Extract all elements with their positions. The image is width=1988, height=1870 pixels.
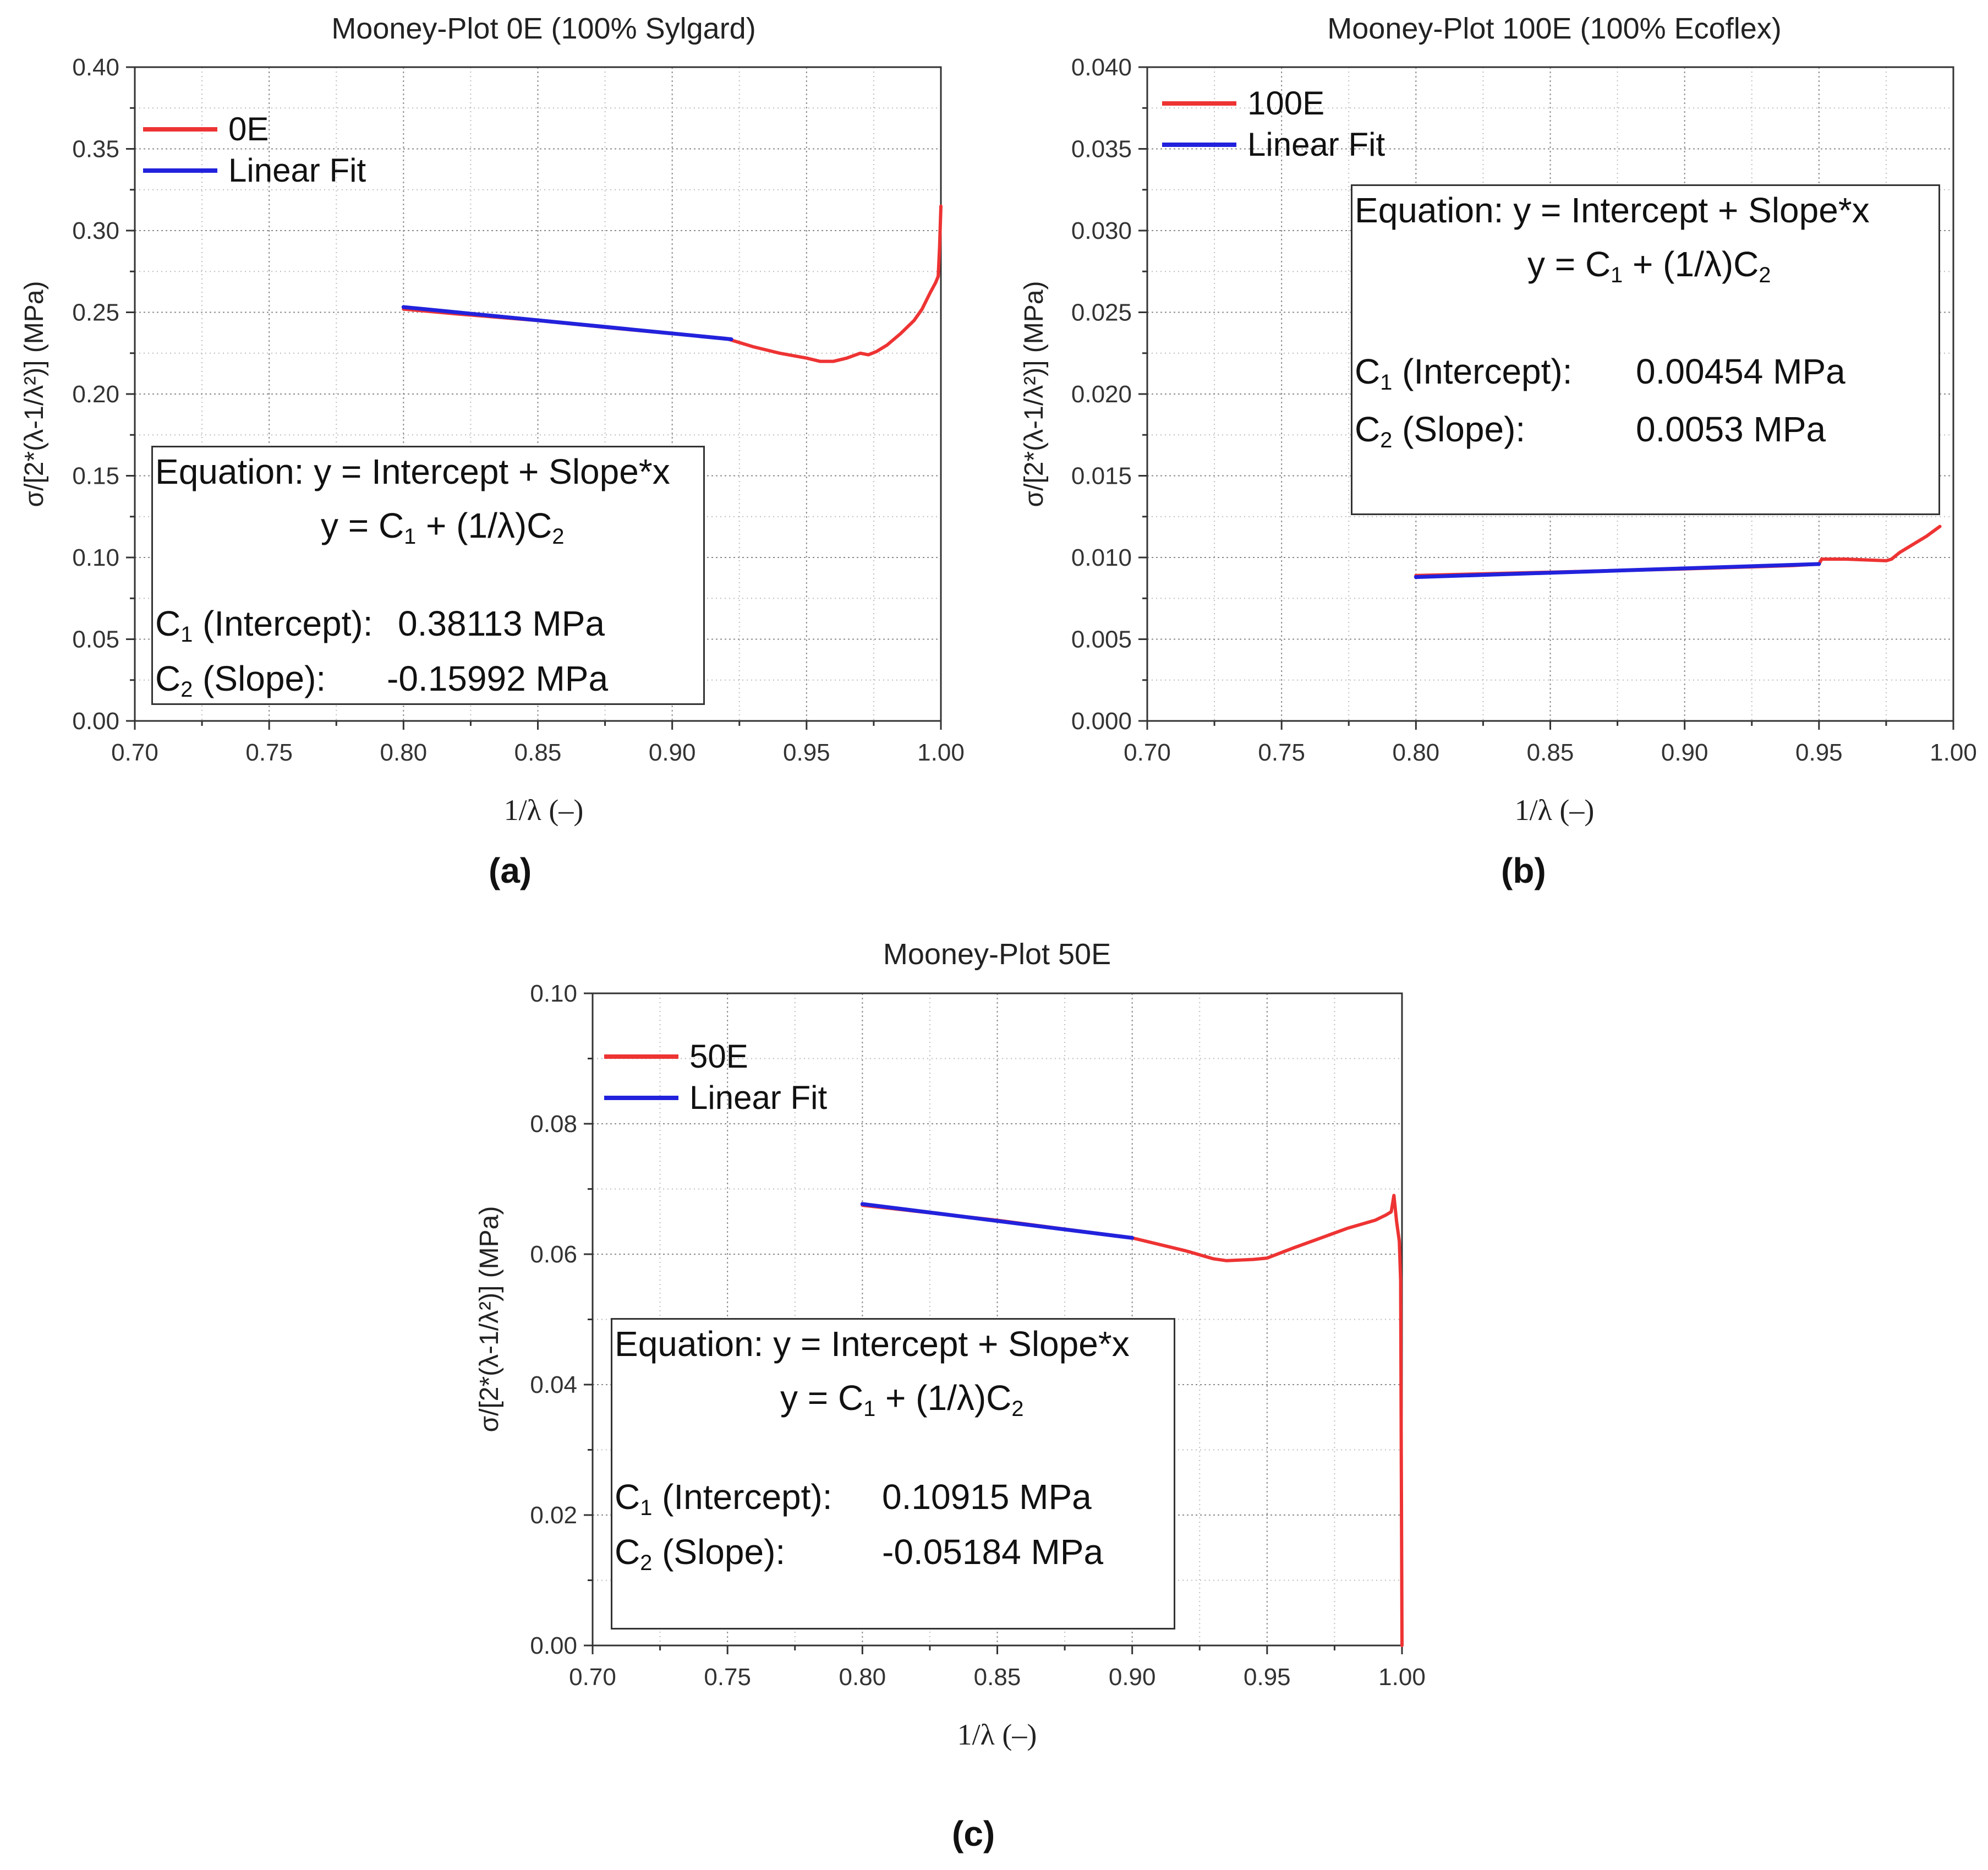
y-tick-label: 0.05 bbox=[72, 626, 119, 653]
chart-a: 0.70 0.75 0.80 0.85 0.90 0.95 1.00 0.00 0.05 0.10… bbox=[20, 12, 965, 827]
series-line-fit bbox=[1414, 562, 1821, 579]
x-tick-label: 0.95 bbox=[1795, 739, 1843, 766]
y-tick-label: 0.000 bbox=[1071, 708, 1132, 735]
x-tick-label: 0.85 bbox=[1527, 739, 1574, 766]
legend-label: Linear Fit bbox=[1247, 126, 1385, 163]
y-tick-label: 0.00 bbox=[72, 708, 119, 735]
y-axis-label: σ/[2*(λ-1/λ²)] (MPa) bbox=[475, 1206, 504, 1432]
x-tick-label: 0.80 bbox=[839, 1664, 886, 1691]
x-tick-label: 0.85 bbox=[514, 739, 562, 766]
x-tick-label: 0.90 bbox=[1661, 739, 1708, 766]
x-tick-label: 0.85 bbox=[974, 1664, 1021, 1691]
c1-value: 0.10915 MPa bbox=[882, 1477, 1092, 1517]
c2-label: C2 (Slope): bbox=[615, 1532, 786, 1576]
c1-label: C1 (Intercept): bbox=[155, 604, 373, 647]
y-tick-label: 0.10 bbox=[72, 544, 119, 571]
chart-title: Mooney-Plot 50E bbox=[883, 938, 1111, 971]
x-tick-label: 1.00 bbox=[917, 739, 965, 766]
x-tick-label: 0.95 bbox=[783, 739, 830, 766]
y-tick-label: 0.010 bbox=[1071, 544, 1132, 571]
legend-label: 100E bbox=[1247, 85, 1324, 122]
x-tick-label: 0.80 bbox=[380, 739, 428, 766]
equation-box-a: Equation: y = Intercept + Slope*x y = C1… bbox=[151, 446, 705, 705]
x-tick-label: 1.00 bbox=[1378, 1664, 1426, 1691]
y-tick-label: 0.035 bbox=[1071, 136, 1132, 163]
c2-label: C2 (Slope): bbox=[1355, 409, 1526, 453]
chart-title: Mooney-Plot 0E (100% Sylgard) bbox=[331, 12, 755, 45]
y-tick-label: 0.020 bbox=[1071, 381, 1132, 408]
y-tick-label: 0.030 bbox=[1071, 217, 1132, 244]
c2-label: C2 (Slope): bbox=[155, 659, 326, 702]
c1-label: C1 (Intercept): bbox=[1355, 352, 1573, 395]
equation-box-b: Equation: y = Intercept + Slope*x y = C1… bbox=[1351, 184, 1940, 515]
x-tick-label: 0.70 bbox=[1124, 739, 1171, 766]
c2-value: -0.05184 MPa bbox=[882, 1532, 1104, 1572]
y-tick-label: 0.40 bbox=[72, 54, 119, 81]
legend-label: Linear Fit bbox=[228, 152, 366, 189]
y-tick-label: 0.20 bbox=[72, 381, 119, 408]
series-line-fit bbox=[401, 305, 733, 341]
c2-value: 0.0053 MPa bbox=[1636, 409, 1826, 449]
plot-frame bbox=[1146, 66, 1954, 722]
c1-label: C1 (Intercept): bbox=[615, 1477, 833, 1521]
plot-frame bbox=[134, 66, 942, 722]
equation-box-c: Equation: y = Intercept + Slope*x y = C1… bbox=[611, 1318, 1175, 1630]
model-line: y = C1 + (1/λ)C2 bbox=[780, 1378, 1024, 1421]
chart-b: 0.70 0.75 0.80 0.85 0.90 0.95 1.00 0.000 0.005 0.… bbox=[1020, 12, 1977, 827]
x-tick-label: 0.75 bbox=[1258, 739, 1305, 766]
series-line-data bbox=[861, 1194, 1404, 1647]
x-tick-label: 0.70 bbox=[569, 1664, 616, 1691]
c1-value: 0.00454 MPa bbox=[1636, 352, 1845, 391]
panel-label-c: (c) bbox=[952, 1814, 995, 1853]
y-tick-label: 0.25 bbox=[72, 299, 119, 326]
y-tick-label: 0.00 bbox=[530, 1632, 577, 1659]
x-tick-label: 0.75 bbox=[704, 1664, 751, 1691]
c2-value: -0.15992 MPa bbox=[387, 659, 609, 698]
equation-line: Equation: y = Intercept + Slope*x bbox=[615, 1324, 1130, 1364]
y-tick-label: 0.15 bbox=[72, 463, 119, 490]
y-tick-label: 0.08 bbox=[530, 1111, 577, 1138]
c1-value: 0.38113 MPa bbox=[398, 604, 605, 643]
x-tick-label: 0.80 bbox=[1393, 739, 1440, 766]
x-tick-label: 0.75 bbox=[245, 739, 293, 766]
legend-label: Linear Fit bbox=[689, 1079, 827, 1116]
x-tick-label: 0.70 bbox=[111, 739, 158, 766]
x-tick-label: 0.90 bbox=[1109, 1664, 1156, 1691]
y-tick-label: 0.30 bbox=[72, 217, 119, 244]
y-tick-label: 0.10 bbox=[530, 980, 577, 1007]
y-tick-label: 0.025 bbox=[1071, 299, 1132, 326]
panel-label-a: (a) bbox=[489, 851, 532, 890]
y-tick-label: 0.005 bbox=[1071, 626, 1132, 653]
equation-line: Equation: y = Intercept + Slope*x bbox=[155, 452, 670, 491]
x-axis-label: 1/λ (–) bbox=[957, 1718, 1037, 1751]
x-tick-label: 0.90 bbox=[649, 739, 696, 766]
legend-label: 50E bbox=[689, 1038, 748, 1075]
y-tick-label: 0.04 bbox=[530, 1371, 577, 1398]
y-tick-label: 0.015 bbox=[1071, 463, 1132, 490]
y-tick-label: 0.02 bbox=[530, 1502, 577, 1529]
series-line-fit bbox=[860, 1202, 1135, 1240]
x-tick-label: 0.95 bbox=[1244, 1664, 1291, 1691]
panel-label-b: (b) bbox=[1501, 851, 1546, 890]
y-tick-label: 0.06 bbox=[530, 1241, 577, 1268]
model-line: y = C1 + (1/λ)C2 bbox=[1527, 244, 1771, 288]
x-axis-label: 1/λ (–) bbox=[504, 794, 584, 827]
y-axis-label: σ/[2*(λ-1/λ²)] (MPa) bbox=[20, 281, 49, 507]
y-tick-label: 0.35 bbox=[72, 136, 119, 163]
model-line: y = C1 + (1/λ)C2 bbox=[321, 506, 565, 549]
y-axis-label: σ/[2*(λ-1/λ²)] (MPa) bbox=[1020, 281, 1049, 507]
x-tick-label: 1.00 bbox=[1930, 739, 1977, 766]
equation-line: Equation: y = Intercept + Slope*x bbox=[1355, 190, 1870, 230]
x-axis-label: 1/λ (–) bbox=[1515, 794, 1595, 827]
legend-label: 0E bbox=[228, 111, 269, 147]
chart-title: Mooney-Plot 100E (100% Ecoflex) bbox=[1327, 12, 1781, 45]
y-tick-label: 0.040 bbox=[1071, 54, 1132, 81]
